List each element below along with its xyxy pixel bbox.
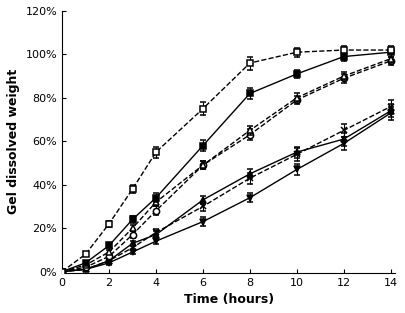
Y-axis label: Gel dissolved weight: Gel dissolved weight bbox=[7, 69, 20, 214]
X-axis label: Time (hours): Time (hours) bbox=[184, 293, 274, 306]
